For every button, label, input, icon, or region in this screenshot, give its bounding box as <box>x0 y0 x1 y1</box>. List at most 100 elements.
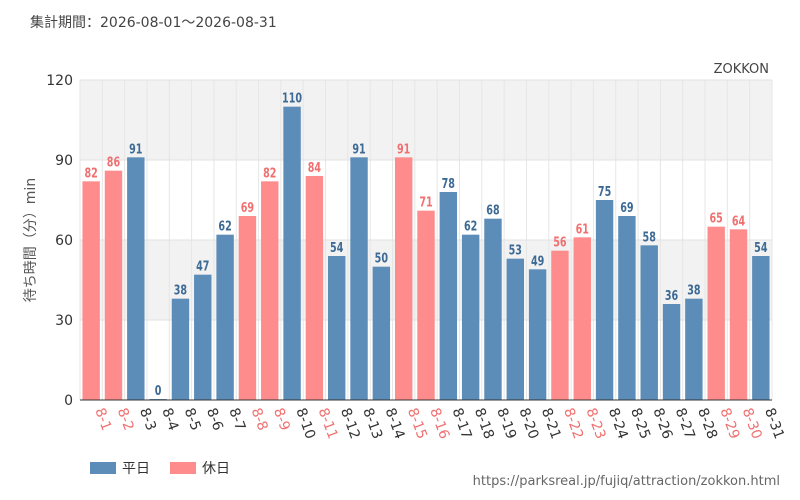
y-tick-label: 30 <box>55 313 73 329</box>
y-tick-labels: 0 30 60 90 120 <box>46 73 73 409</box>
bar-8-21[interactable] <box>528 269 547 400</box>
bar-8-5[interactable] <box>171 298 190 400</box>
bar-8-30[interactable] <box>729 229 748 400</box>
x-tick-label: 8-24 <box>605 406 631 441</box>
x-tick-label: 8-17 <box>449 406 475 441</box>
bar-value-label: 38 <box>174 283 187 298</box>
x-tick-label: 8-13 <box>359 406 385 441</box>
bar-8-16[interactable] <box>417 210 435 400</box>
bar-8-20[interactable] <box>506 258 524 400</box>
bar-8-13[interactable] <box>350 157 368 400</box>
bar-value-labels: 82 86 91 0 38 47 62 69 82 110 84 54 91 50 91 71 78 62 68 53… <box>84 91 767 399</box>
bar-8-10[interactable] <box>283 106 301 401</box>
bar-value-label: 82 <box>263 165 276 180</box>
bar-8-15[interactable] <box>394 157 413 400</box>
background-band <box>80 80 772 160</box>
bar-8-28[interactable] <box>685 298 703 400</box>
bar-8-8[interactable] <box>238 216 257 400</box>
bar-value-label: 50 <box>375 251 388 266</box>
bars <box>82 106 770 401</box>
y-tick-label: 90 <box>55 153 73 169</box>
bar-8-25[interactable] <box>618 216 636 400</box>
y-tick-label: 60 <box>55 233 73 249</box>
x-tick-label: 8-27 <box>672 406 698 441</box>
bar-value-label: 62 <box>218 219 231 234</box>
bar-value-label: 69 <box>620 200 633 215</box>
bar-8-29[interactable] <box>707 226 725 400</box>
bar-8-2[interactable] <box>104 170 123 400</box>
bar-8-19[interactable] <box>484 218 502 400</box>
bar-value-label: 64 <box>732 213 745 228</box>
bar-8-26[interactable] <box>640 245 658 400</box>
bar-value-label: 61 <box>576 221 589 236</box>
x-tick-labels: 8-1 8-2 8-3 8-4 8-5 8-6 8-7 8-8 8-9 8-108-118-128… <box>91 406 787 441</box>
bar-value-label: 82 <box>84 165 97 180</box>
bar-value-label: 56 <box>553 235 566 250</box>
x-tick-label: 8-21 <box>538 406 564 441</box>
x-tick-label: 8-22 <box>560 406 586 441</box>
bar-8-31[interactable] <box>752 256 770 400</box>
bar-value-label: 68 <box>486 203 499 218</box>
bar-8-14[interactable] <box>372 266 391 400</box>
bar-8-9[interactable] <box>261 181 279 400</box>
bar-value-label: 36 <box>665 288 678 303</box>
bar-8-22[interactable] <box>551 250 569 400</box>
x-tick-label: 8-6 <box>203 406 226 433</box>
x-tick-label: 8-11 <box>315 406 341 441</box>
bar-value-label: 91 <box>129 141 142 156</box>
bar-8-6[interactable] <box>194 274 212 400</box>
legend-weekday-swatch <box>90 462 116 474</box>
x-tick-label: 8-26 <box>649 406 675 441</box>
bar-8-24[interactable] <box>595 200 614 400</box>
bar-value-label: 54 <box>754 240 767 255</box>
bar-value-label: 47 <box>196 259 209 274</box>
bar-value-label: 91 <box>352 141 365 156</box>
bar-8-1[interactable] <box>82 181 100 400</box>
x-tick-label: 8-8 <box>248 406 271 433</box>
legend: 平日 休日 <box>90 458 230 478</box>
bar-8-27[interactable] <box>662 304 681 400</box>
bar-value-label: 91 <box>397 141 410 156</box>
legend-weekday[interactable]: 平日 <box>90 458 150 478</box>
y-tick-label: 0 <box>64 393 73 409</box>
x-tick-label: 8-30 <box>739 406 765 441</box>
bar-value-label: 84 <box>308 160 321 175</box>
bar-value-label: 65 <box>710 211 723 226</box>
x-tick-label: 8-20 <box>516 406 542 441</box>
x-tick-label: 8-28 <box>694 406 720 441</box>
bar-value-label: 54 <box>330 240 343 255</box>
bar-8-7[interactable] <box>216 234 234 400</box>
bar-8-3[interactable] <box>127 157 145 400</box>
bar-8-11[interactable] <box>305 176 324 400</box>
bar-8-12[interactable] <box>328 256 346 400</box>
bar-value-label: 62 <box>464 219 477 234</box>
bar-value-label: 110 <box>282 91 302 106</box>
bar-8-17[interactable] <box>439 192 458 400</box>
x-tick-label: 8-14 <box>382 406 408 441</box>
period-label: 集計期間：2026-08-01～2026-08-31 <box>30 15 277 31</box>
source-url[interactable]: https://parksreal.jp/fujiq/attraction/zo… <box>472 474 780 489</box>
y-axis-label: 待ち時間（分）min <box>23 178 39 302</box>
x-tick-label: 8-2 <box>114 406 137 433</box>
attraction-name: ZOKKON <box>713 62 769 77</box>
x-tick-label: 8-18 <box>471 406 497 441</box>
bar-value-label: 78 <box>442 176 455 191</box>
legend-holiday-swatch <box>170 462 196 474</box>
x-tick-label: 8-9 <box>270 406 293 433</box>
bar-8-23[interactable] <box>573 237 591 400</box>
legend-holiday[interactable]: 休日 <box>170 458 230 478</box>
bar-value-label: 86 <box>107 155 120 170</box>
x-tick-label: 8-19 <box>493 406 519 441</box>
x-tick-label: 8-29 <box>716 406 742 441</box>
x-tick-label: 8-4 <box>158 406 181 433</box>
bar-value-label: 38 <box>687 283 700 298</box>
bar-8-18[interactable] <box>461 234 480 400</box>
bar-value-label: 69 <box>241 200 254 215</box>
gridlines <box>79 79 773 401</box>
x-tick-label: 8-1 <box>91 406 114 433</box>
x-tick-label: 8-15 <box>404 406 430 441</box>
x-tick-label: 8-10 <box>292 406 318 441</box>
bar-value-label: 53 <box>509 243 522 258</box>
x-tick-label: 8-25 <box>627 406 653 441</box>
